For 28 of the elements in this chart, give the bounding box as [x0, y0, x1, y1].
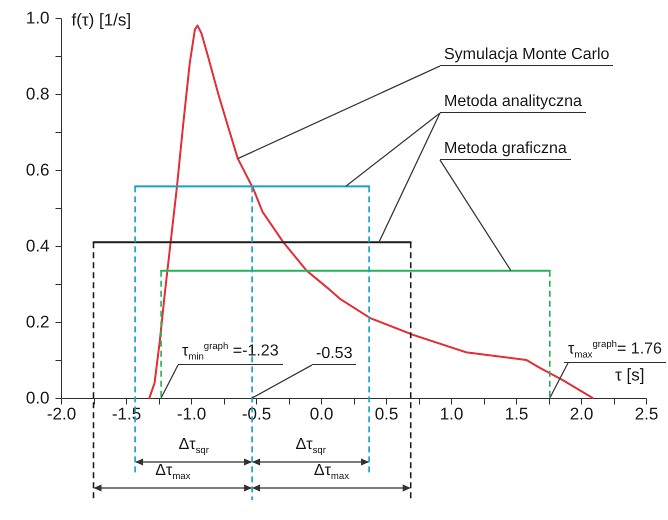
y-tick-label: 0.2	[26, 312, 50, 332]
text: Δτ$_{max}$	[154, 462, 192, 484]
annotation: -0.53	[312, 345, 356, 365]
y-tick-label: 0.6	[26, 160, 50, 180]
text: Metoda graficzna	[440, 140, 571, 160]
text: Symulacja Monte Carlo	[440, 46, 614, 66]
x-tick-label: 1.5	[504, 404, 528, 424]
annotation: τ$_{min}$$^{graph}$ =-1.23	[178, 341, 283, 366]
x-tick-label: 2.0	[570, 404, 594, 424]
x-tick-label: -2.0	[46, 404, 76, 424]
y-tick-label: 0.4	[26, 236, 50, 256]
text: Δτ$_{sqr}$	[178, 436, 210, 458]
text: Metoda analityczna	[440, 93, 586, 113]
x-tick-label: -0.5	[242, 404, 272, 424]
x-tick-label: 0.0	[310, 404, 334, 424]
x-tick-label: 0.5	[374, 404, 398, 424]
text: Δτ$_{sqr}$	[294, 436, 327, 458]
x-tick-label: 1.0	[440, 404, 464, 424]
x-tick-label: 2.5	[634, 404, 658, 424]
y-axis-title: f(τ) [1/s]	[72, 10, 132, 30]
y-tick-label: 0.0	[26, 388, 50, 408]
y-tick-label: 1.0	[26, 8, 50, 28]
annotation: τ$_{max}$$^{graph}$= 1.76	[564, 339, 666, 364]
text: Δτ$_{max}$	[312, 462, 350, 484]
y-tick-label: 0.8	[26, 84, 50, 104]
x-axis-title: τ [s]	[615, 366, 644, 384]
x-tick-label: -1.5	[112, 404, 142, 424]
x-tick-label: -1.0	[176, 404, 206, 424]
